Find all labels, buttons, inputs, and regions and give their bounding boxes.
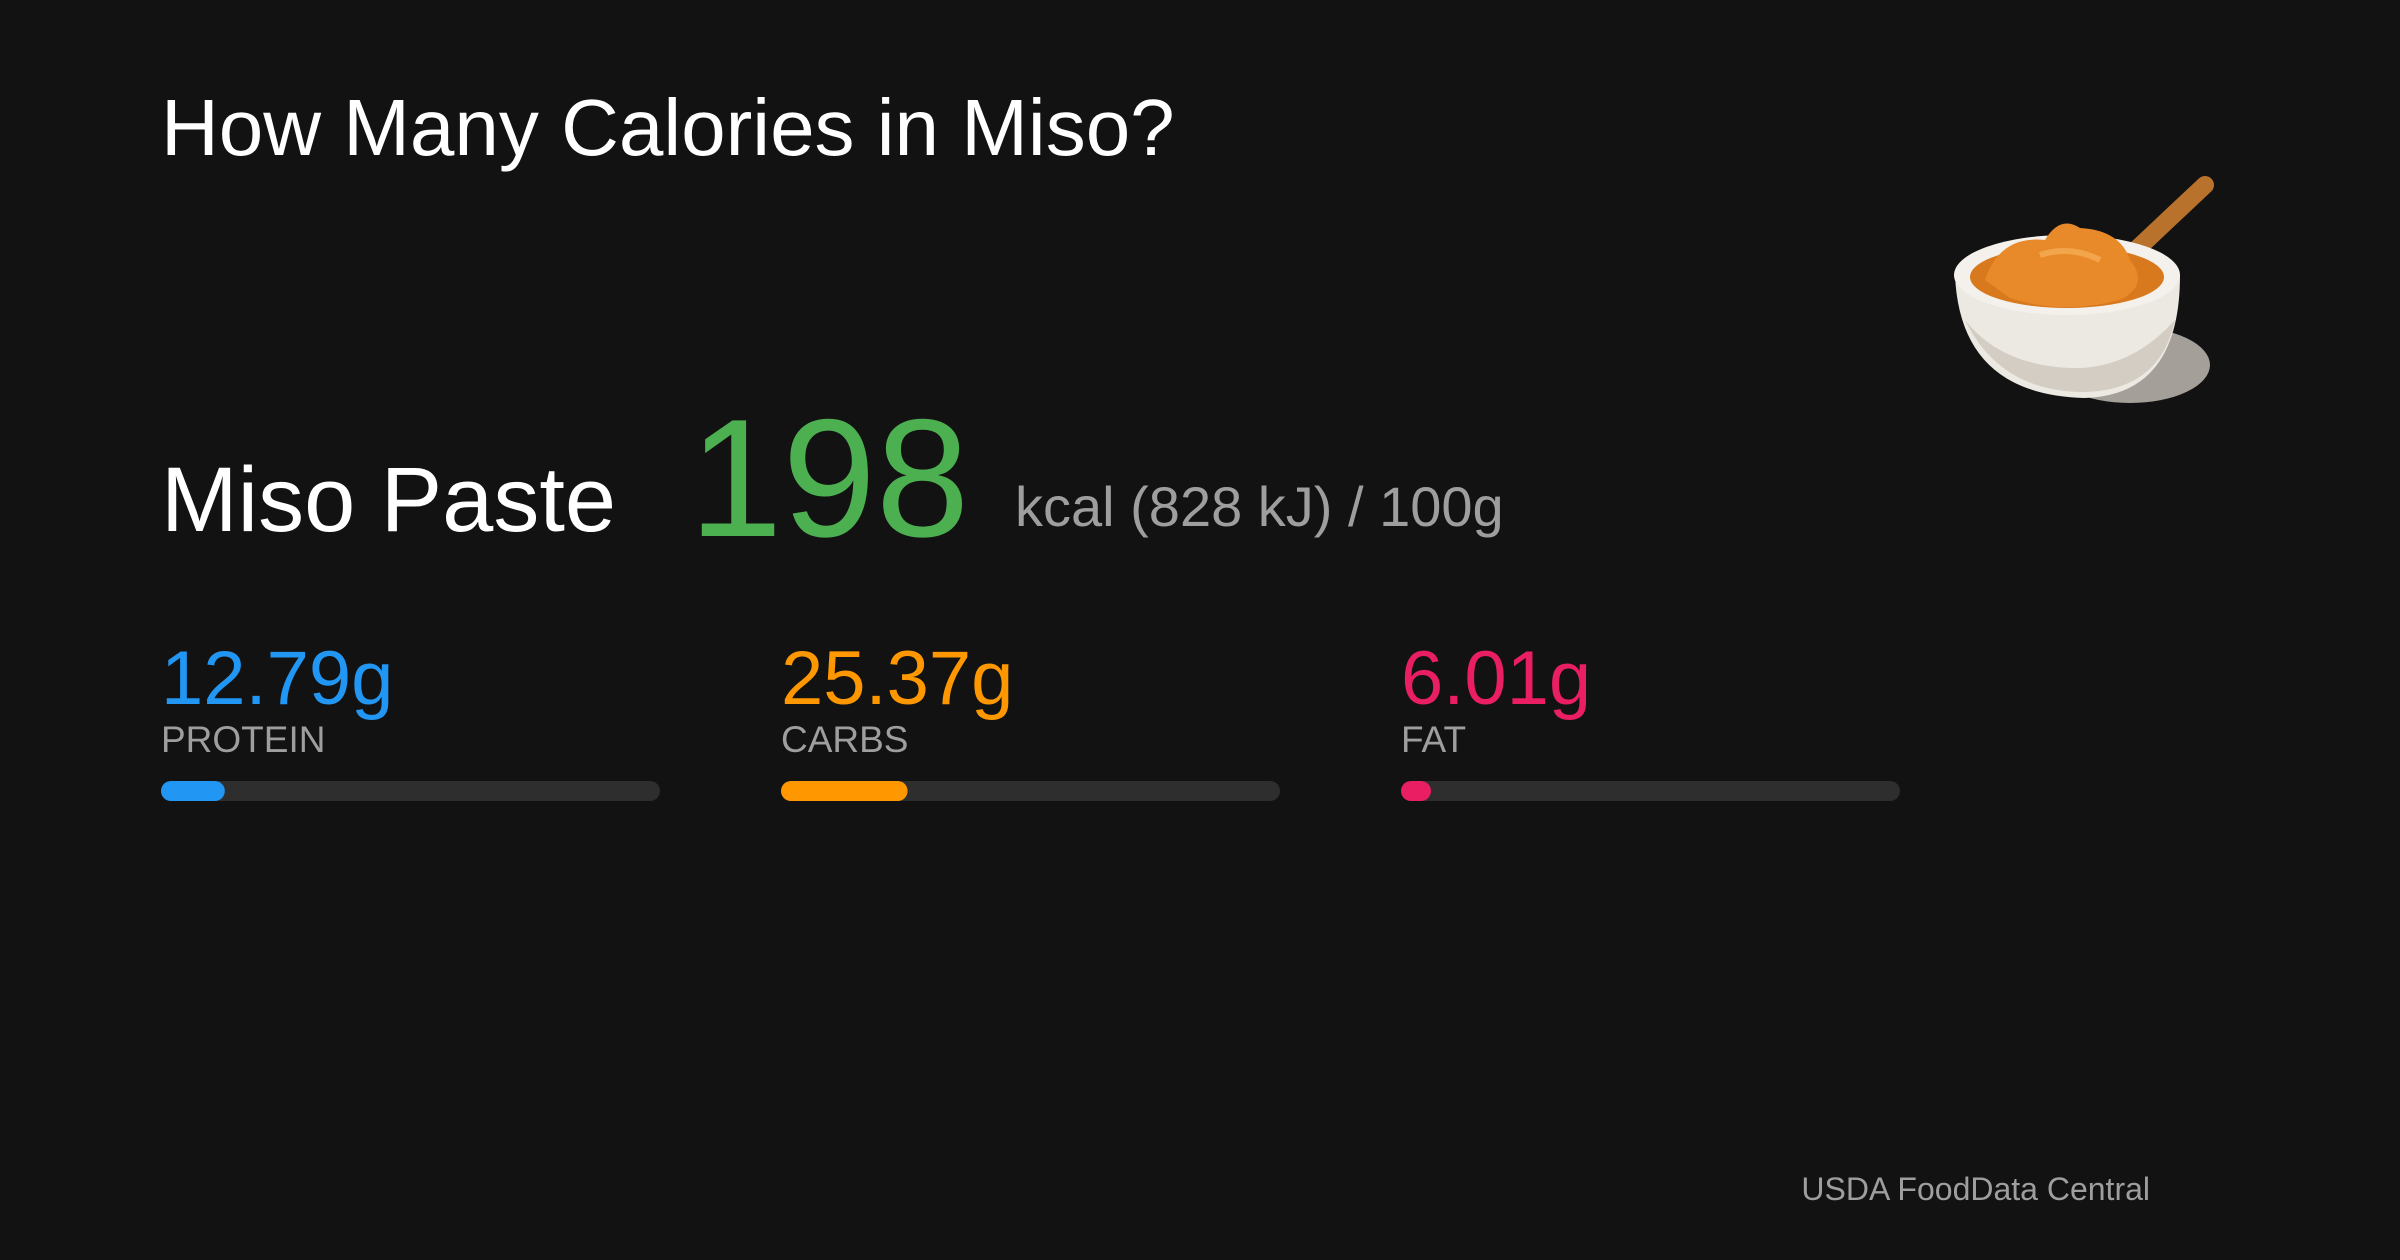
miso-icon xyxy=(1954,176,2214,403)
macro-value: 6.01g xyxy=(1401,636,1591,721)
bar-fill xyxy=(1401,781,1431,801)
macro-label: PROTEIN xyxy=(161,719,325,760)
calorie-unit: kcal (828 kJ) / 100g xyxy=(1015,475,1504,538)
bar-fill xyxy=(781,781,908,801)
bar-track xyxy=(1401,781,1900,801)
macro-label: CARBS xyxy=(781,719,908,760)
macro-value: 12.79g xyxy=(161,636,393,721)
macro-value: 25.37g xyxy=(781,636,1013,721)
bar-track xyxy=(161,781,660,801)
macro-label: FAT xyxy=(1401,719,1466,760)
bar-fill xyxy=(161,781,225,801)
calories: 198 xyxy=(689,384,969,572)
source: USDA FoodData Central xyxy=(1801,1171,2150,1207)
food-name: Miso Paste xyxy=(161,449,616,551)
title: How Many Calories in Miso? xyxy=(161,83,1175,172)
